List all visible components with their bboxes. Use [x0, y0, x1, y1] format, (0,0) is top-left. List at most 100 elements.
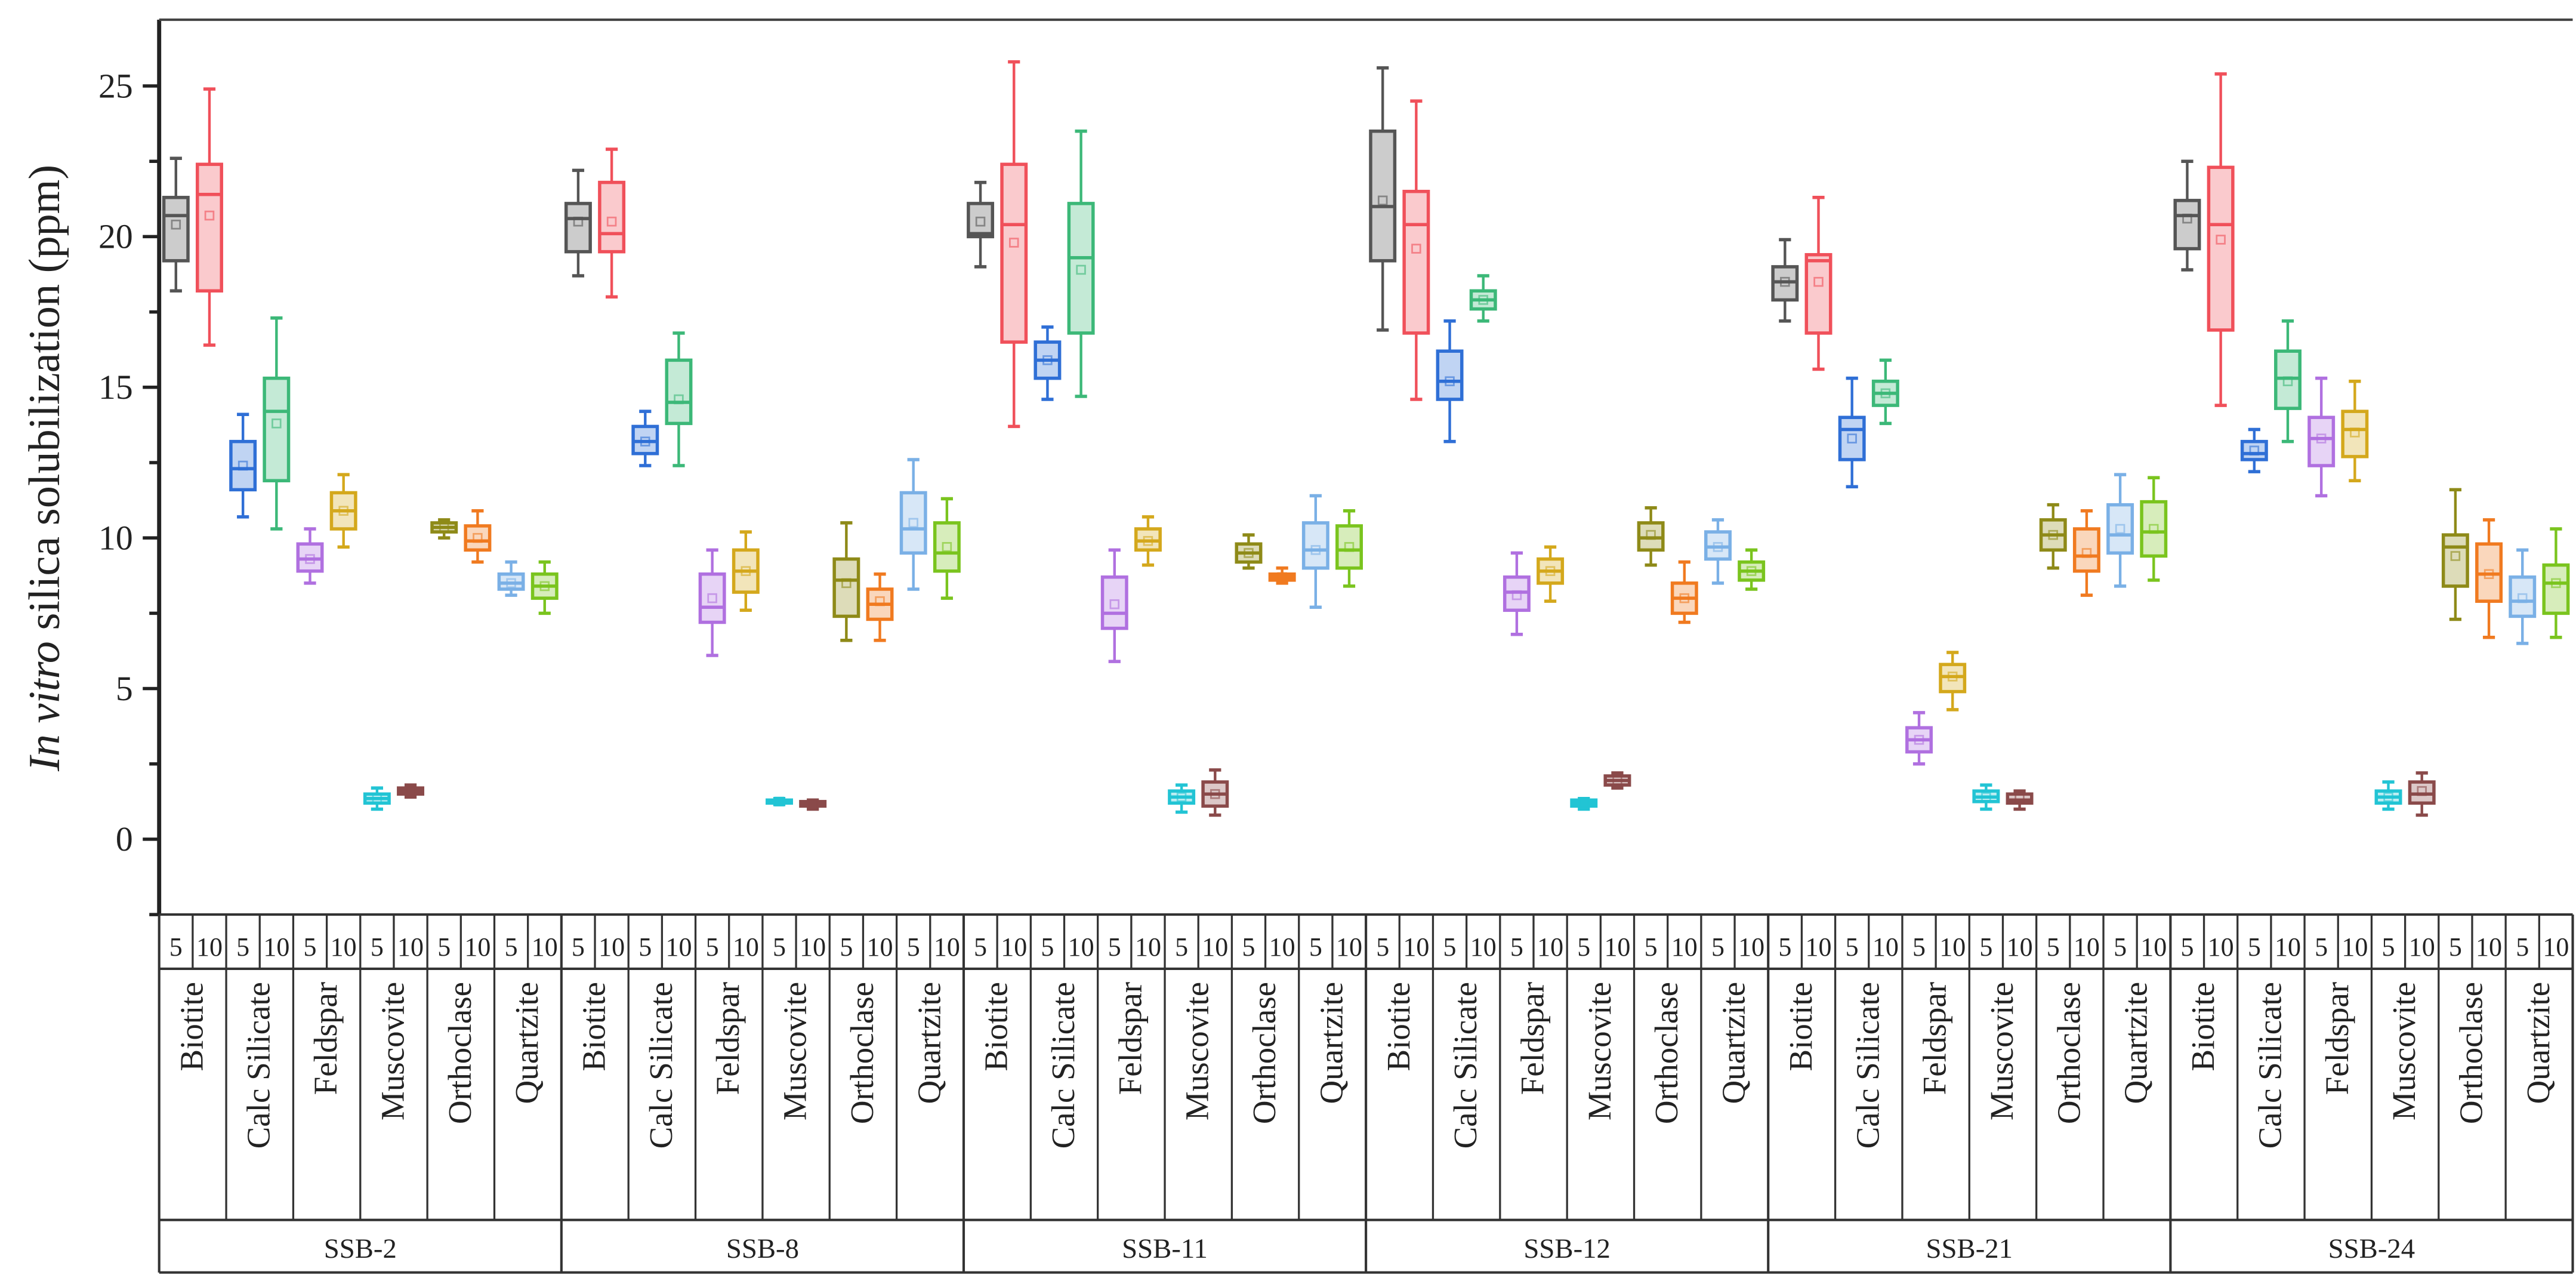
iqr-box: [598, 180, 626, 254]
dose-label: 5: [1645, 932, 1658, 962]
box-SSB-2-Quartzite-10: [530, 560, 559, 615]
mean-marker: [2551, 578, 2561, 589]
mineral-label: Orthoclase: [2452, 982, 2489, 1124]
dose-label: 5: [2382, 932, 2395, 962]
y-axis-label: In vitro silica solubilization (ppm): [20, 165, 69, 772]
box-SSB-24-Orthoclase-10: [2475, 518, 2503, 639]
mean-marker: [807, 799, 818, 810]
box-SSB-2-Calc-Silicate-10: [263, 316, 291, 531]
dose-label: 5: [2449, 932, 2462, 962]
box-SSB-21-Orthoclase-5: [2039, 503, 2067, 570]
iqr-box: [2173, 199, 2201, 251]
box-SSB-12-Feldspar-5: [1503, 551, 1531, 636]
mean-marker: [272, 418, 282, 429]
dose-label: 10: [2543, 932, 2569, 962]
box-SSB-11-Muscovite-5: [1168, 783, 1196, 814]
dose-label: 5: [840, 932, 853, 962]
mineral-label: Muscovite: [1581, 982, 1618, 1120]
mineral-label: Feldspar: [307, 982, 344, 1095]
mean-marker: [1109, 599, 1120, 609]
dose-label: 10: [665, 932, 692, 962]
dose-label: 5: [1979, 932, 1992, 962]
box-SSB-21-Biotite-10: [1804, 196, 1832, 371]
dose-label: 5: [1846, 932, 1859, 962]
dose-label: 5: [304, 932, 317, 962]
y-tick-label: 0: [116, 821, 133, 858]
group-label: SSB-8: [726, 1233, 799, 1264]
mineral-label: Muscovite: [1983, 982, 2020, 1120]
box-SSB-11-Quartzite-10: [1335, 509, 1363, 588]
dose-label: 10: [934, 932, 960, 962]
box-SSB-12-Orthoclase-10: [1670, 560, 1698, 624]
iqr-box: [2140, 500, 2168, 558]
dose-label: 5: [2180, 932, 2194, 962]
dose-label: 10: [196, 932, 223, 962]
mean-marker: [2081, 548, 2092, 558]
box-SSB-8-Calc-Silicate-10: [665, 331, 693, 467]
mean-marker: [841, 578, 852, 589]
y-tick-label: 20: [98, 218, 133, 256]
mineral-label: Quartzite: [911, 982, 947, 1104]
dose-label: 5: [437, 932, 451, 962]
mean-marker: [1143, 535, 1153, 546]
iqr-box: [698, 572, 726, 624]
mean-marker: [942, 542, 952, 552]
mineral-label: Biotite: [1380, 982, 1417, 1071]
dose-label: 5: [1175, 932, 1188, 962]
mean-marker: [473, 532, 483, 543]
mean-marker: [237, 460, 248, 471]
box-series: [162, 60, 2570, 817]
mean-marker: [1713, 542, 1723, 552]
iqr-box: [899, 491, 927, 555]
dose-label: 10: [1671, 932, 1698, 962]
box-SSB-8-Biotite-5: [564, 168, 592, 278]
mean-marker: [506, 578, 516, 589]
mean-marker: [640, 436, 650, 447]
dose-label: 10: [867, 932, 893, 962]
box-SSB-8-Orthoclase-5: [832, 521, 860, 642]
iqr-box: [263, 376, 291, 483]
mean-marker: [1377, 195, 1388, 206]
dose-label: 10: [1738, 932, 1764, 962]
mineral-label: Calc Silicate: [643, 982, 679, 1149]
mean-marker: [2048, 529, 2058, 540]
box-SSB-12-Quartzite-5: [1704, 518, 1732, 585]
y-axis-label-rest: silica solubilization (ppm): [20, 165, 69, 641]
dose-label: 10: [1939, 932, 1966, 962]
mean-marker: [1646, 529, 1656, 540]
box-SSB-21-Feldspar-5: [1905, 711, 1933, 766]
mean-marker: [2182, 213, 2192, 224]
box-SSB-21-Calc-Silicate-5: [1838, 376, 1866, 489]
iqr-box: [1000, 162, 1028, 344]
dose-label: 10: [397, 932, 424, 962]
dose-label: 5: [2114, 932, 2127, 962]
mean-marker: [707, 593, 717, 603]
mineral-label: Calc Silicate: [1447, 982, 1483, 1149]
axes: 0 5 10 15 20 25: [98, 18, 2573, 916]
mean-marker: [1210, 789, 1220, 799]
mean-marker: [2350, 427, 2360, 438]
box-SSB-11-Calc-Silicate-10: [1067, 130, 1095, 398]
mineral-label: Quartzite: [1313, 982, 1349, 1104]
box-SSB-8-Quartzite-5: [899, 458, 927, 591]
mineral-label: Calc Silicate: [240, 982, 277, 1149]
dose-label: 5: [907, 932, 920, 962]
dose-label: 5: [2315, 932, 2328, 962]
mineral-label: Biotite: [576, 982, 612, 1071]
mean-marker: [1847, 433, 1857, 444]
dose-label: 10: [1604, 932, 1630, 962]
box-SSB-24-Quartzite-5: [2509, 548, 2537, 645]
box-SSB-11-Orthoclase-10: [1268, 566, 1296, 585]
box-SSB-2-Muscovite-10: [397, 783, 425, 799]
iqr-box: [196, 162, 223, 293]
mean-marker: [372, 793, 382, 804]
dose-label: 5: [773, 932, 786, 962]
box-SSB-24-Muscovite-10: [2408, 771, 2436, 817]
mean-marker: [1914, 735, 1924, 745]
iqr-box: [665, 358, 693, 426]
iqr-box: [564, 202, 592, 254]
box-SSB-8-Muscovite-10: [799, 798, 827, 811]
dose-label: 5: [638, 932, 652, 962]
iqr-box: [1402, 189, 1430, 335]
